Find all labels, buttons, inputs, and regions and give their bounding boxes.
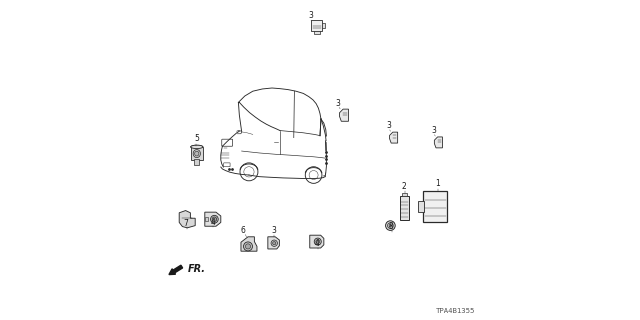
Text: 2: 2 xyxy=(401,182,406,191)
Ellipse shape xyxy=(193,149,200,158)
Text: 3: 3 xyxy=(271,226,276,235)
Ellipse shape xyxy=(191,145,203,148)
Circle shape xyxy=(271,240,278,246)
Circle shape xyxy=(385,221,396,230)
Polygon shape xyxy=(435,137,442,148)
Text: 1: 1 xyxy=(435,179,440,188)
Circle shape xyxy=(244,242,253,251)
Circle shape xyxy=(211,215,218,223)
FancyBboxPatch shape xyxy=(325,142,326,150)
Polygon shape xyxy=(205,212,221,226)
Polygon shape xyxy=(310,235,324,248)
Text: 5: 5 xyxy=(195,134,199,143)
Circle shape xyxy=(316,240,320,244)
Text: 6: 6 xyxy=(241,226,246,235)
Polygon shape xyxy=(268,237,280,249)
Bar xyxy=(195,159,200,165)
Text: 4: 4 xyxy=(211,218,215,227)
FancyBboxPatch shape xyxy=(224,163,230,167)
Bar xyxy=(401,196,410,220)
FancyArrow shape xyxy=(169,265,182,275)
Text: 7: 7 xyxy=(183,220,188,228)
Polygon shape xyxy=(390,132,397,143)
Text: 4: 4 xyxy=(315,239,320,248)
Polygon shape xyxy=(179,211,195,228)
Text: 3: 3 xyxy=(431,126,436,135)
Circle shape xyxy=(246,244,251,249)
Bar xyxy=(419,201,424,212)
Ellipse shape xyxy=(191,145,203,148)
Bar xyxy=(322,23,325,28)
Circle shape xyxy=(388,223,393,228)
Polygon shape xyxy=(339,109,349,121)
Text: FR.: FR. xyxy=(188,264,206,274)
Circle shape xyxy=(314,238,321,245)
Bar xyxy=(191,147,203,160)
Text: 3: 3 xyxy=(387,121,391,130)
Circle shape xyxy=(273,242,276,245)
Text: 8: 8 xyxy=(388,222,394,231)
Bar xyxy=(423,191,447,221)
FancyBboxPatch shape xyxy=(312,20,323,31)
Circle shape xyxy=(212,217,216,221)
Circle shape xyxy=(389,224,392,227)
Bar xyxy=(403,193,408,196)
Bar xyxy=(314,30,320,34)
Text: 3: 3 xyxy=(336,99,340,108)
Text: TPA4B1355: TPA4B1355 xyxy=(436,308,475,314)
Text: 3: 3 xyxy=(308,11,314,20)
Ellipse shape xyxy=(195,151,199,156)
Polygon shape xyxy=(241,237,257,251)
FancyBboxPatch shape xyxy=(222,139,233,146)
Bar xyxy=(205,217,208,221)
